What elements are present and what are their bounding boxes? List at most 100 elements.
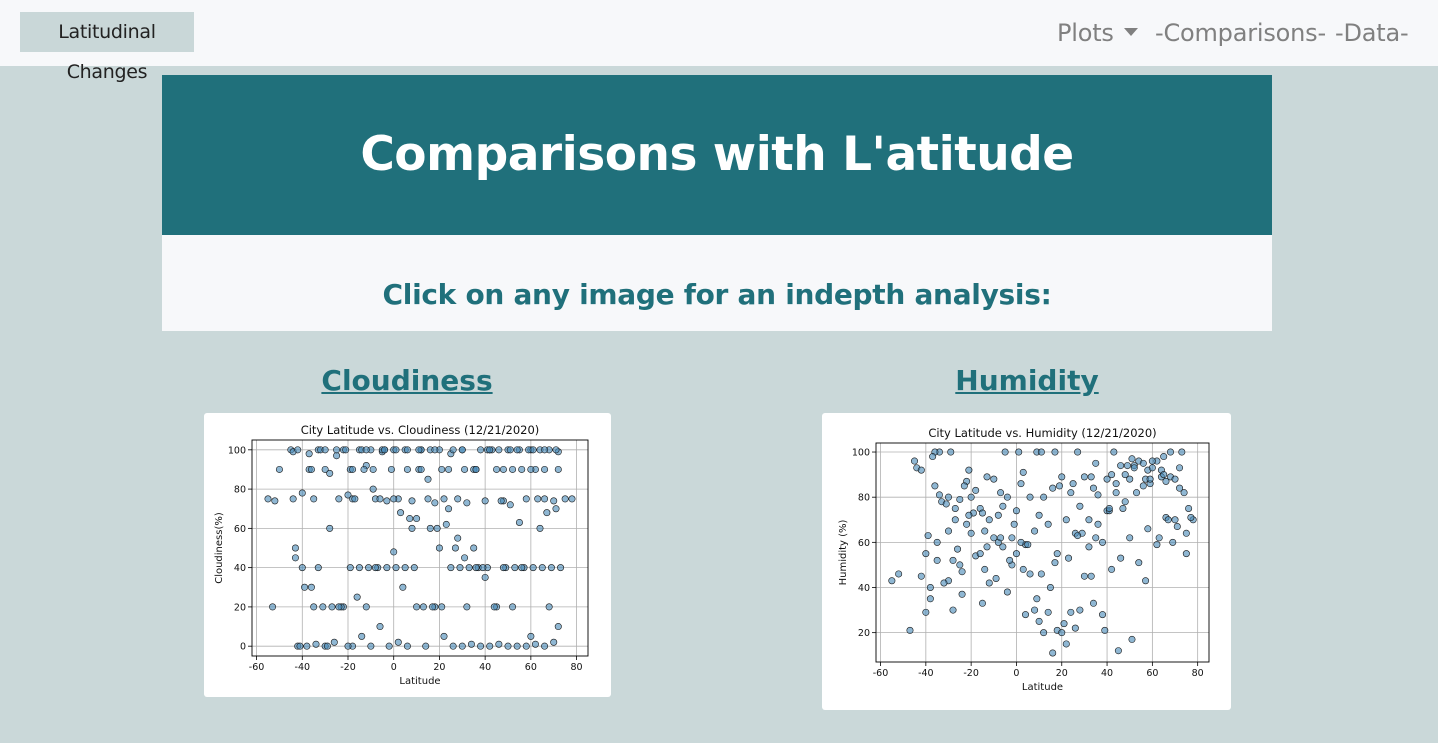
humidity-link[interactable]: Humidity <box>955 364 1099 397</box>
data-point <box>454 495 462 503</box>
data-point <box>1092 459 1100 467</box>
nav-comparisons-link[interactable]: -Comparisons- <box>1155 19 1326 47</box>
data-point <box>440 495 448 503</box>
data-point <box>486 642 494 650</box>
data-point <box>1049 649 1057 657</box>
data-point <box>1185 504 1193 512</box>
data-point <box>298 489 306 497</box>
data-point <box>1112 480 1120 488</box>
data-point <box>983 543 991 551</box>
data-point <box>1119 504 1127 512</box>
data-point <box>985 516 993 524</box>
data-point <box>999 502 1007 510</box>
cloudiness-chart[interactable]: City Latitude vs. Cloudiness (12/21/2020… <box>204 413 611 697</box>
data-point <box>922 550 930 558</box>
data-point <box>1139 482 1147 490</box>
data-point <box>310 495 318 503</box>
caret-down-icon[interactable] <box>1124 28 1138 36</box>
data-point <box>479 564 487 572</box>
data-point <box>387 465 395 473</box>
x-tick-label: 40 <box>1101 668 1113 679</box>
data-point <box>497 497 505 505</box>
data-point <box>376 623 384 631</box>
data-point <box>956 495 964 503</box>
data-point <box>408 524 416 532</box>
humidity-plot-card[interactable]: City Latitude vs. Humidity (12/21/2020) -… <box>822 413 1231 710</box>
data-point <box>917 466 925 474</box>
data-point <box>321 446 329 454</box>
data-point <box>1094 520 1102 528</box>
data-point <box>305 450 313 458</box>
data-point <box>978 509 986 517</box>
x-tick-label: 0 <box>391 662 397 673</box>
data-point <box>1035 617 1043 625</box>
data-point <box>1171 516 1179 524</box>
data-point <box>997 534 1005 542</box>
data-point <box>513 642 521 650</box>
data-point <box>550 638 558 646</box>
data-point <box>1044 520 1052 528</box>
data-point <box>960 482 968 490</box>
data-point <box>1148 457 1156 465</box>
data-point <box>978 599 986 607</box>
data-point <box>965 511 973 519</box>
data-point <box>557 564 565 572</box>
data-point <box>346 564 354 572</box>
subheading: Click on any image for an indepth analys… <box>382 278 1052 311</box>
cloudiness-plot-card[interactable]: City Latitude vs. Cloudiness (12/21/2020… <box>204 413 611 697</box>
data-point <box>1108 565 1116 573</box>
data-point <box>445 505 453 513</box>
nav-data-link[interactable]: -Data- <box>1335 19 1409 47</box>
data-point <box>506 446 514 454</box>
data-point <box>511 564 519 572</box>
data-point <box>550 497 558 505</box>
data-point <box>392 564 400 572</box>
data-point <box>917 572 925 580</box>
data-point <box>1187 514 1195 522</box>
x-tick-label: 80 <box>571 662 583 673</box>
nav-plots-dropdown[interactable]: Plots <box>1057 19 1114 47</box>
data-point <box>431 446 439 454</box>
data-point <box>1144 525 1152 533</box>
data-point <box>949 606 957 614</box>
x-tick-label: -60 <box>249 662 265 673</box>
x-tick-label: -40 <box>918 668 934 679</box>
data-point <box>1017 538 1025 546</box>
data-point <box>367 642 375 650</box>
data-point <box>1012 550 1020 558</box>
data-point <box>906 626 914 634</box>
plot-frame <box>875 442 1210 663</box>
data-point <box>1112 489 1120 497</box>
data-point <box>470 544 478 552</box>
data-point <box>326 469 334 477</box>
data-point <box>552 446 560 454</box>
y-tick-label: 60 <box>234 524 246 535</box>
data-point <box>1022 611 1030 619</box>
x-tick-label: -40 <box>295 662 311 673</box>
data-point <box>1092 534 1100 542</box>
data-point <box>1169 538 1177 546</box>
data-point <box>1051 448 1059 456</box>
data-point <box>1182 550 1190 558</box>
data-point <box>531 640 539 648</box>
humidity-chart[interactable]: City Latitude vs. Humidity (12/21/2020) -… <box>822 413 1231 710</box>
data-point <box>951 516 959 524</box>
data-point <box>413 515 421 523</box>
data-point <box>472 465 480 473</box>
data-point <box>362 446 370 454</box>
data-point <box>1171 475 1179 483</box>
cloudiness-link[interactable]: Cloudiness <box>321 364 493 397</box>
data-point <box>312 640 320 648</box>
data-point <box>435 544 443 552</box>
data-point <box>328 603 336 611</box>
data-point <box>291 554 299 562</box>
data-point <box>403 465 411 473</box>
brand-link[interactable]: Latitudinal Changes <box>20 12 194 83</box>
data-point <box>1076 502 1084 510</box>
data-point <box>1103 475 1111 483</box>
data-point <box>543 509 551 517</box>
data-point <box>1040 629 1048 637</box>
data-point <box>997 489 1005 497</box>
data-point <box>298 564 306 572</box>
data-point <box>958 590 966 598</box>
